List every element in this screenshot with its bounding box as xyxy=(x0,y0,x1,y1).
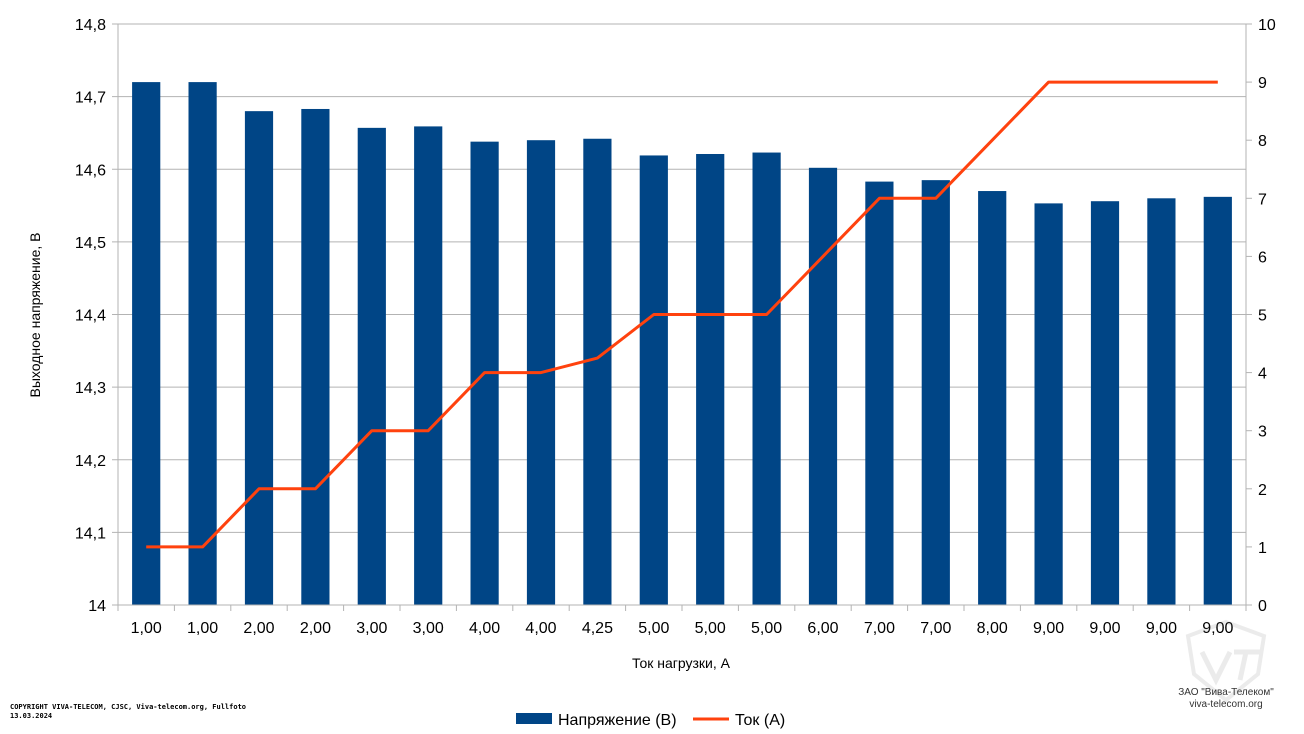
y-tick-label: 14,4 xyxy=(75,308,106,325)
x-tick-label: 9,00 xyxy=(1089,620,1120,637)
bar xyxy=(978,191,1007,605)
bar xyxy=(357,127,386,605)
x-tick-label: 5,00 xyxy=(695,620,726,637)
y2-tick-label: 2 xyxy=(1258,482,1267,499)
bar xyxy=(244,111,274,606)
current-line xyxy=(146,80,1218,549)
x-tick-label: 4,00 xyxy=(469,620,500,637)
y-tick-label: 14 xyxy=(88,598,106,615)
x-tick-label: 5,00 xyxy=(638,620,669,637)
bar xyxy=(639,155,668,606)
y-tick-label: 14,5 xyxy=(75,235,106,252)
x-tick-label: 4,00 xyxy=(525,620,556,637)
y2-tick-label: 0 xyxy=(1258,598,1267,615)
y-tick-label: 14,2 xyxy=(75,453,106,470)
bar xyxy=(808,167,838,606)
legend-swatch-voltage xyxy=(516,713,552,724)
x-tick-label: 9,00 xyxy=(1202,620,1233,637)
x-tick-label: 2,00 xyxy=(300,620,331,637)
bar xyxy=(1203,196,1232,605)
x-tick-label: 3,00 xyxy=(413,620,444,637)
x-tick-label: 9,00 xyxy=(1033,620,1064,637)
x-tick-label: 4,25 xyxy=(582,620,613,637)
bar xyxy=(865,181,894,605)
copyright-note: COPYRIGHT VIVA-TELECOM, CJSC, Viva-telec… xyxy=(10,703,246,721)
y2-tick-label: 6 xyxy=(1258,249,1267,266)
axis-labels: 14 14,1 14,2 14,3 14,4 14,5 14,6 14,7 14,8 0 1 2 3 4 5… xyxy=(75,17,1276,637)
bar xyxy=(301,108,330,605)
y2-tick-label: 9 xyxy=(1258,75,1267,92)
x-axis-title: Ток нагрузки, А xyxy=(632,655,731,671)
x-tick-label: 8,00 xyxy=(977,620,1008,637)
y2-tick-label: 10 xyxy=(1258,17,1276,34)
copyright-line: COPYRIGHT VIVA-TELECOM, CJSC, Viva-telec… xyxy=(10,703,247,711)
y2-tick-label: 1 xyxy=(1258,540,1267,557)
bar xyxy=(752,152,781,605)
voltage-bars xyxy=(132,82,1232,606)
x-tick-label: 1,00 xyxy=(131,620,162,637)
x-tick-label: 6,00 xyxy=(807,620,838,637)
x-tick-label: 2,00 xyxy=(243,620,274,637)
copyright-date: 13.03.2024 xyxy=(10,712,53,720)
y2-tick-label: 3 xyxy=(1258,424,1267,441)
legend: Напряжение (В) Ток (А) xyxy=(516,712,785,729)
bar xyxy=(583,138,612,605)
y-tick-label: 14,3 xyxy=(75,380,106,397)
x-tick-label: 7,00 xyxy=(864,620,895,637)
x-tick-label: 7,00 xyxy=(920,620,951,637)
legend-label-current: Ток (А) xyxy=(735,712,785,729)
y-tick-label: 14,7 xyxy=(75,90,106,107)
axes xyxy=(112,23,1252,611)
y2-tick-label: 4 xyxy=(1258,366,1267,383)
bar xyxy=(696,153,725,605)
x-tick-label: 5,00 xyxy=(751,620,782,637)
bar xyxy=(1147,198,1176,606)
bar xyxy=(921,180,950,606)
x-tick-label: 3,00 xyxy=(356,620,387,637)
bar xyxy=(414,126,443,606)
company-site: viva-telecom.org xyxy=(1189,699,1263,710)
company-credit: ЗАО "Вива-Телеком" viva-telecom.org xyxy=(1170,687,1282,711)
company-name: ЗАО "Вива-Телеком" xyxy=(1178,687,1274,698)
y-tick-label: 14,8 xyxy=(75,17,106,34)
y-axis-title: Выходное напряжение, В xyxy=(27,233,43,398)
y2-tick-label: 7 xyxy=(1258,191,1267,208)
bar xyxy=(188,82,217,606)
x-tick-label: 9,00 xyxy=(1146,620,1177,637)
y2-tick-label: 8 xyxy=(1258,133,1267,150)
legend-label-voltage: Напряжение (В) xyxy=(558,712,677,729)
bar xyxy=(132,82,161,606)
bar xyxy=(1034,203,1063,606)
x-tick-label: 1,00 xyxy=(187,620,218,637)
y-tick-label: 14,1 xyxy=(75,525,106,542)
y2-tick-label: 5 xyxy=(1258,308,1267,325)
company-logo-watermark xyxy=(1185,619,1267,703)
bar xyxy=(1090,201,1120,605)
y-tick-label: 14,6 xyxy=(75,162,106,179)
